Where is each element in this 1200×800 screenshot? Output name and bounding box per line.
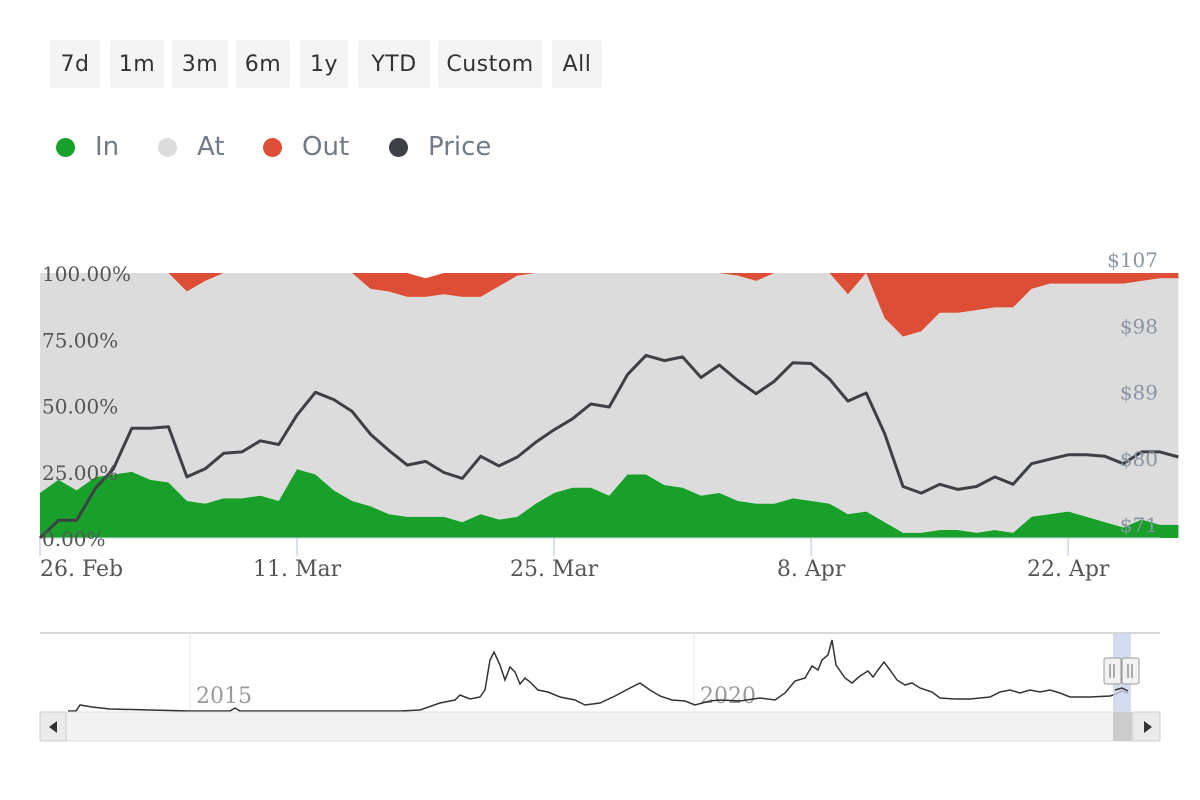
y-right-tick-label: $80 (1120, 447, 1158, 471)
y-axis-left: 0.00% 25.00% 50.00% 75.00% 100.00% (42, 262, 131, 551)
legend-dot-price (389, 137, 408, 157)
x-tick-label: 25. Mar (510, 557, 599, 582)
legend-label-out: Out (302, 132, 350, 162)
y-left-tick-label: 50.00% (42, 395, 118, 419)
navigator-label-2020: 2020 (700, 684, 756, 709)
range-button-all[interactable]: All (552, 40, 602, 88)
triangle-left-icon (49, 721, 57, 733)
legend-item-price[interactable]: Price (389, 132, 491, 162)
navigator-label-2015: 2015 (196, 684, 252, 709)
range-button-7d[interactable]: 7d (50, 40, 100, 88)
scrollbar-thumb[interactable] (1113, 712, 1132, 741)
x-tick-label: 22. Apr (1027, 557, 1110, 582)
legend-dot-out (263, 137, 282, 157)
range-button-custom[interactable]: Custom (438, 40, 542, 88)
y-right-tick-label: $98 (1120, 314, 1158, 338)
legend-label-in: In (95, 132, 120, 162)
price-line (38, 353, 1179, 540)
x-axis: 26. Feb 11. Mar 25. Mar 8. Apr 22. Apr (39, 538, 1110, 582)
range-button-3m[interactable]: 3m (172, 40, 228, 88)
navigator-handle-left[interactable] (1103, 657, 1122, 685)
legend-item-at[interactable]: At (158, 132, 225, 162)
y-axis-right: $71 $80 $89 $98 $107 (1107, 248, 1158, 537)
legend-dot-in (56, 137, 75, 157)
y-left-tick-label: 75.00% (42, 328, 118, 352)
y-right-tick-label: $71 (1120, 513, 1158, 537)
stacked-areas (40, 273, 1179, 538)
navigator-handle-right[interactable] (1121, 657, 1140, 685)
legend-item-out[interactable]: Out (263, 132, 349, 162)
x-tick-label: 26. Feb (40, 557, 123, 582)
triangle-right-icon (1144, 721, 1152, 733)
area-series-out (40, 273, 1179, 337)
legend-label-price: Price (428, 132, 492, 162)
scrollbar[interactable] (39, 711, 1161, 742)
gridlines (40, 537, 1160, 539)
area-series-in (40, 469, 1179, 538)
area-series-at (40, 273, 1179, 533)
price-line-group (38, 353, 1179, 540)
range-button-ytd[interactable]: YTD (358, 40, 430, 88)
y-left-tick-label: 0.00% (42, 527, 106, 551)
scrollbar-track[interactable] (39, 711, 1161, 742)
y-right-tick-label: $89 (1120, 381, 1158, 405)
range-button-6m[interactable]: 6m (236, 40, 290, 88)
y-right-tick-label: $107 (1107, 248, 1158, 272)
range-button-1y[interactable]: 1y (300, 40, 348, 88)
navigator: 2015 2020 (40, 632, 1160, 712)
legend-item-in[interactable]: In (56, 132, 119, 162)
navigator-selected-line (1114, 687, 1129, 692)
navigator-history-line (68, 639, 1129, 712)
y-left-tick-label: 100.00% (42, 262, 131, 286)
range-button-1m[interactable]: 1m (110, 40, 164, 88)
y-left-tick-label: 25.00% (42, 461, 118, 485)
legend-dot-at (158, 137, 177, 157)
legend-label-at: At (197, 132, 225, 162)
x-tick-label: 8. Apr (777, 557, 846, 582)
x-tick-label: 11. Mar (253, 557, 342, 582)
